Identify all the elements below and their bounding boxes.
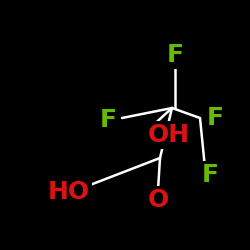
Text: F: F xyxy=(202,163,218,187)
Text: F: F xyxy=(206,106,224,130)
Text: O: O xyxy=(148,188,169,212)
Text: F: F xyxy=(100,108,116,132)
Text: HO: HO xyxy=(48,180,90,204)
Text: OH: OH xyxy=(148,123,190,147)
Text: F: F xyxy=(166,43,184,67)
